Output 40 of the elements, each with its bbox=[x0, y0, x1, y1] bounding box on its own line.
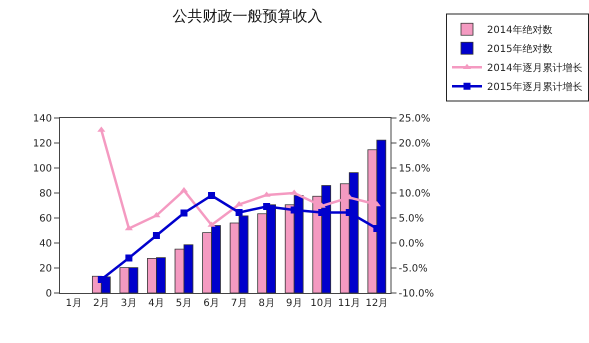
point bbox=[263, 203, 270, 210]
x-tick-label: 2月 bbox=[93, 298, 110, 309]
x-tick-label: 9月 bbox=[286, 298, 302, 309]
y2-tick-label: 20.0% bbox=[398, 138, 430, 150]
y2-tick-label: -5.0% bbox=[398, 264, 428, 274]
x-tick-label: 10月 bbox=[310, 298, 334, 309]
legend-label: 2015年绝对数 bbox=[487, 43, 552, 56]
point bbox=[236, 209, 243, 216]
x-tick-label: 11月 bbox=[338, 298, 361, 309]
x-tick-label: 3月 bbox=[120, 298, 138, 309]
y-tick-label: 0 bbox=[46, 288, 52, 300]
point bbox=[125, 254, 132, 262]
y-tick-label: 40 bbox=[39, 238, 52, 250]
point bbox=[98, 276, 105, 283]
y2-tick-label: -10.0% bbox=[398, 288, 434, 300]
x-tick-label: 5月 bbox=[176, 298, 192, 309]
y-tick-label: 20 bbox=[39, 264, 52, 274]
point bbox=[208, 192, 216, 199]
legend-label: 2014年绝对数 bbox=[487, 24, 552, 36]
x-tick-label: 12月 bbox=[365, 298, 388, 309]
point bbox=[180, 210, 188, 216]
y2-tick-label: 0.0% bbox=[398, 238, 424, 250]
y-tick-label: 60 bbox=[39, 214, 52, 224]
y2-tick-label: 5.0% bbox=[398, 214, 424, 224]
y-tick-label: 140 bbox=[32, 114, 52, 124]
y2-tick-label: 25.0% bbox=[398, 114, 430, 124]
x-tick-label: 6月 bbox=[203, 298, 220, 309]
y-tick-label: 100 bbox=[32, 164, 52, 174]
point bbox=[152, 232, 160, 239]
legend-label: 2014年逐月累计增长 bbox=[487, 62, 582, 74]
y2-tick-label: 10.0% bbox=[398, 188, 430, 200]
x-tick-label: 1月 bbox=[66, 298, 82, 309]
x-tick-label: 8月 bbox=[258, 298, 275, 309]
chart-title: 公共财政一般预算收入 bbox=[172, 6, 322, 25]
y-tick-label: 120 bbox=[32, 138, 52, 150]
x-tick-label: 7月 bbox=[230, 298, 248, 309]
x-tick-label: 4月 bbox=[148, 298, 165, 309]
legend-label: 2015年逐月累计增长 bbox=[487, 81, 582, 94]
y2-tick-label: 15.0% bbox=[398, 164, 430, 174]
y-tick-label: 80 bbox=[39, 188, 52, 200]
